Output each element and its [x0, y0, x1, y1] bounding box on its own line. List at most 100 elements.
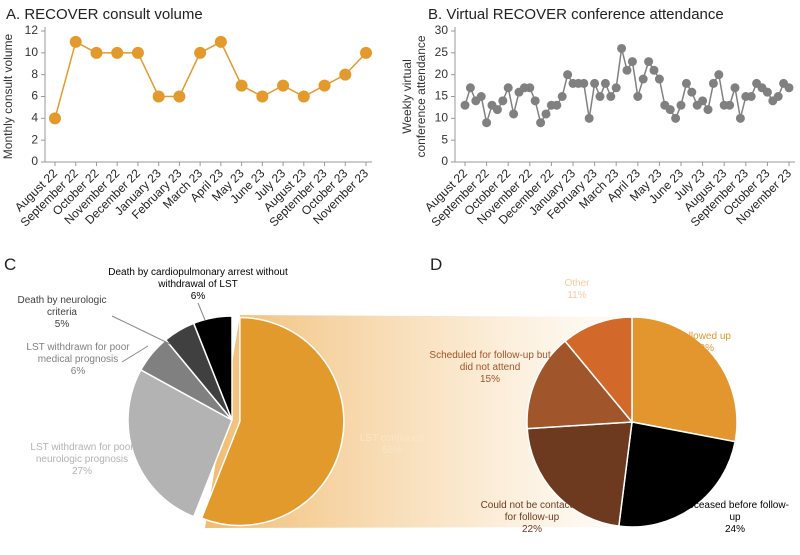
data-point: [536, 118, 546, 128]
slice-value-label: 56%: [381, 445, 402, 456]
slice-name: Death by neurologic criteria: [17, 295, 107, 318]
data-point: [318, 79, 331, 92]
slice-name: Scheduled for follow-up but did not atte…: [429, 350, 551, 373]
y-tick-label: 25: [435, 45, 449, 59]
y-tick-label: 12: [25, 23, 39, 37]
data-point: [194, 46, 207, 59]
pie-slice: [200, 316, 345, 527]
data-point: [676, 100, 686, 110]
pie-slice: [526, 421, 633, 528]
data-point: [557, 92, 567, 101]
data-line: [54, 40, 367, 119]
data-point: [622, 65, 632, 75]
data-point: [360, 46, 372, 59]
data-point: [698, 96, 708, 106]
data-point: [714, 70, 724, 80]
data-point: [579, 78, 589, 88]
slice-value-label: 6%: [190, 291, 206, 302]
pie-slice: [526, 340, 634, 430]
data-point: [498, 96, 508, 106]
slice-label: Death by neurologic criteria 5%: [12, 295, 112, 331]
slice-label: Other 11%: [547, 278, 607, 302]
slice-value-label: 15%: [479, 374, 500, 385]
data-point: [90, 46, 103, 59]
panel-label: D: [430, 255, 443, 274]
panel-label: C: [4, 255, 17, 274]
data-point: [530, 96, 540, 106]
slice-value-label: 28%: [693, 343, 714, 354]
data-point: [611, 83, 621, 93]
data-point: [600, 78, 610, 88]
data-point: [671, 113, 681, 123]
data-point: [649, 65, 659, 75]
data-point: [708, 78, 718, 88]
data-point: [339, 68, 352, 81]
data-point: [525, 83, 535, 93]
data-point: [590, 78, 600, 88]
pie-slice: [192, 315, 233, 421]
leader-line: [111, 315, 171, 345]
slice-name: Could not be contacted for follow-up: [480, 500, 584, 523]
slice-value-label: 6%: [70, 366, 86, 377]
data-point: [746, 92, 756, 101]
data-point: [725, 100, 735, 110]
data-point: [541, 109, 551, 119]
chart-title: A. RECOVER consult volume: [6, 6, 203, 23]
y-tick-label: 6: [31, 89, 38, 103]
slice-label: Death by cardiopulmonary arrest without …: [98, 267, 298, 303]
slice-label: Could not be contacted for follow-up 22%: [477, 500, 587, 536]
data-point: [681, 78, 691, 88]
y-axis-label: Monthly consult volume: [1, 33, 15, 159]
y-tick-label: 5: [441, 132, 448, 146]
chart-title: B. Virtual RECOVER conference attendance: [428, 6, 724, 23]
y-axis-label-line: conference attendance: [414, 35, 428, 157]
data-point: [111, 46, 124, 59]
data-point: [465, 83, 475, 93]
data-point: [762, 87, 772, 97]
data-point: [633, 92, 643, 101]
data-point: [784, 83, 794, 93]
data-point: [773, 92, 783, 101]
pie-slice: [127, 368, 233, 518]
slice-name: Followed up: [677, 331, 731, 342]
y-tick-label: 0: [31, 154, 38, 168]
data-point: [476, 92, 486, 101]
slice-label: Deceased before follow-up 24%: [680, 500, 790, 536]
y-tick-label: 8: [31, 67, 38, 81]
y-tick-label: 10: [25, 45, 39, 59]
slice-value-label: 27%: [71, 466, 92, 477]
pie-slice: [564, 316, 633, 425]
slice-name: Other: [564, 278, 590, 289]
slice-name: LST continued: [359, 433, 425, 444]
y-tick-label: 4: [31, 111, 38, 125]
slice-label: LST continued 56%: [347, 433, 437, 457]
data-point: [503, 83, 513, 93]
data-point: [644, 57, 654, 67]
data-point: [730, 83, 740, 93]
slice-label: LST withdrawn for poor medical prognosis…: [23, 342, 133, 378]
data-point: [214, 35, 227, 48]
slice-label: Followed up 28%: [659, 331, 749, 355]
data-point: [703, 105, 713, 115]
data-point: [277, 79, 290, 92]
slice-value-label: 22%: [521, 524, 542, 535]
data-point: [617, 43, 627, 53]
slice-value-label: 11%: [567, 290, 587, 301]
y-axis-label: Weekly virtualconference attendance: [400, 35, 428, 157]
data-point: [235, 79, 248, 92]
data-point: [131, 46, 144, 59]
data-point: [49, 112, 61, 125]
y-tick-label: 30: [435, 23, 449, 37]
pie-slice: [631, 316, 738, 443]
slice-label: LST withdrawn for poor neurologic progno…: [22, 442, 142, 478]
data-point: [482, 118, 492, 128]
data-point: [627, 57, 637, 67]
y-axis-label-line: Weekly virtual: [400, 59, 414, 133]
slice-name: Death by cardiopulmonary arrest without …: [108, 267, 288, 290]
data-point: [509, 109, 519, 119]
data-point: [584, 113, 594, 123]
data-point: [638, 74, 648, 84]
y-tick-label: 20: [435, 67, 449, 81]
